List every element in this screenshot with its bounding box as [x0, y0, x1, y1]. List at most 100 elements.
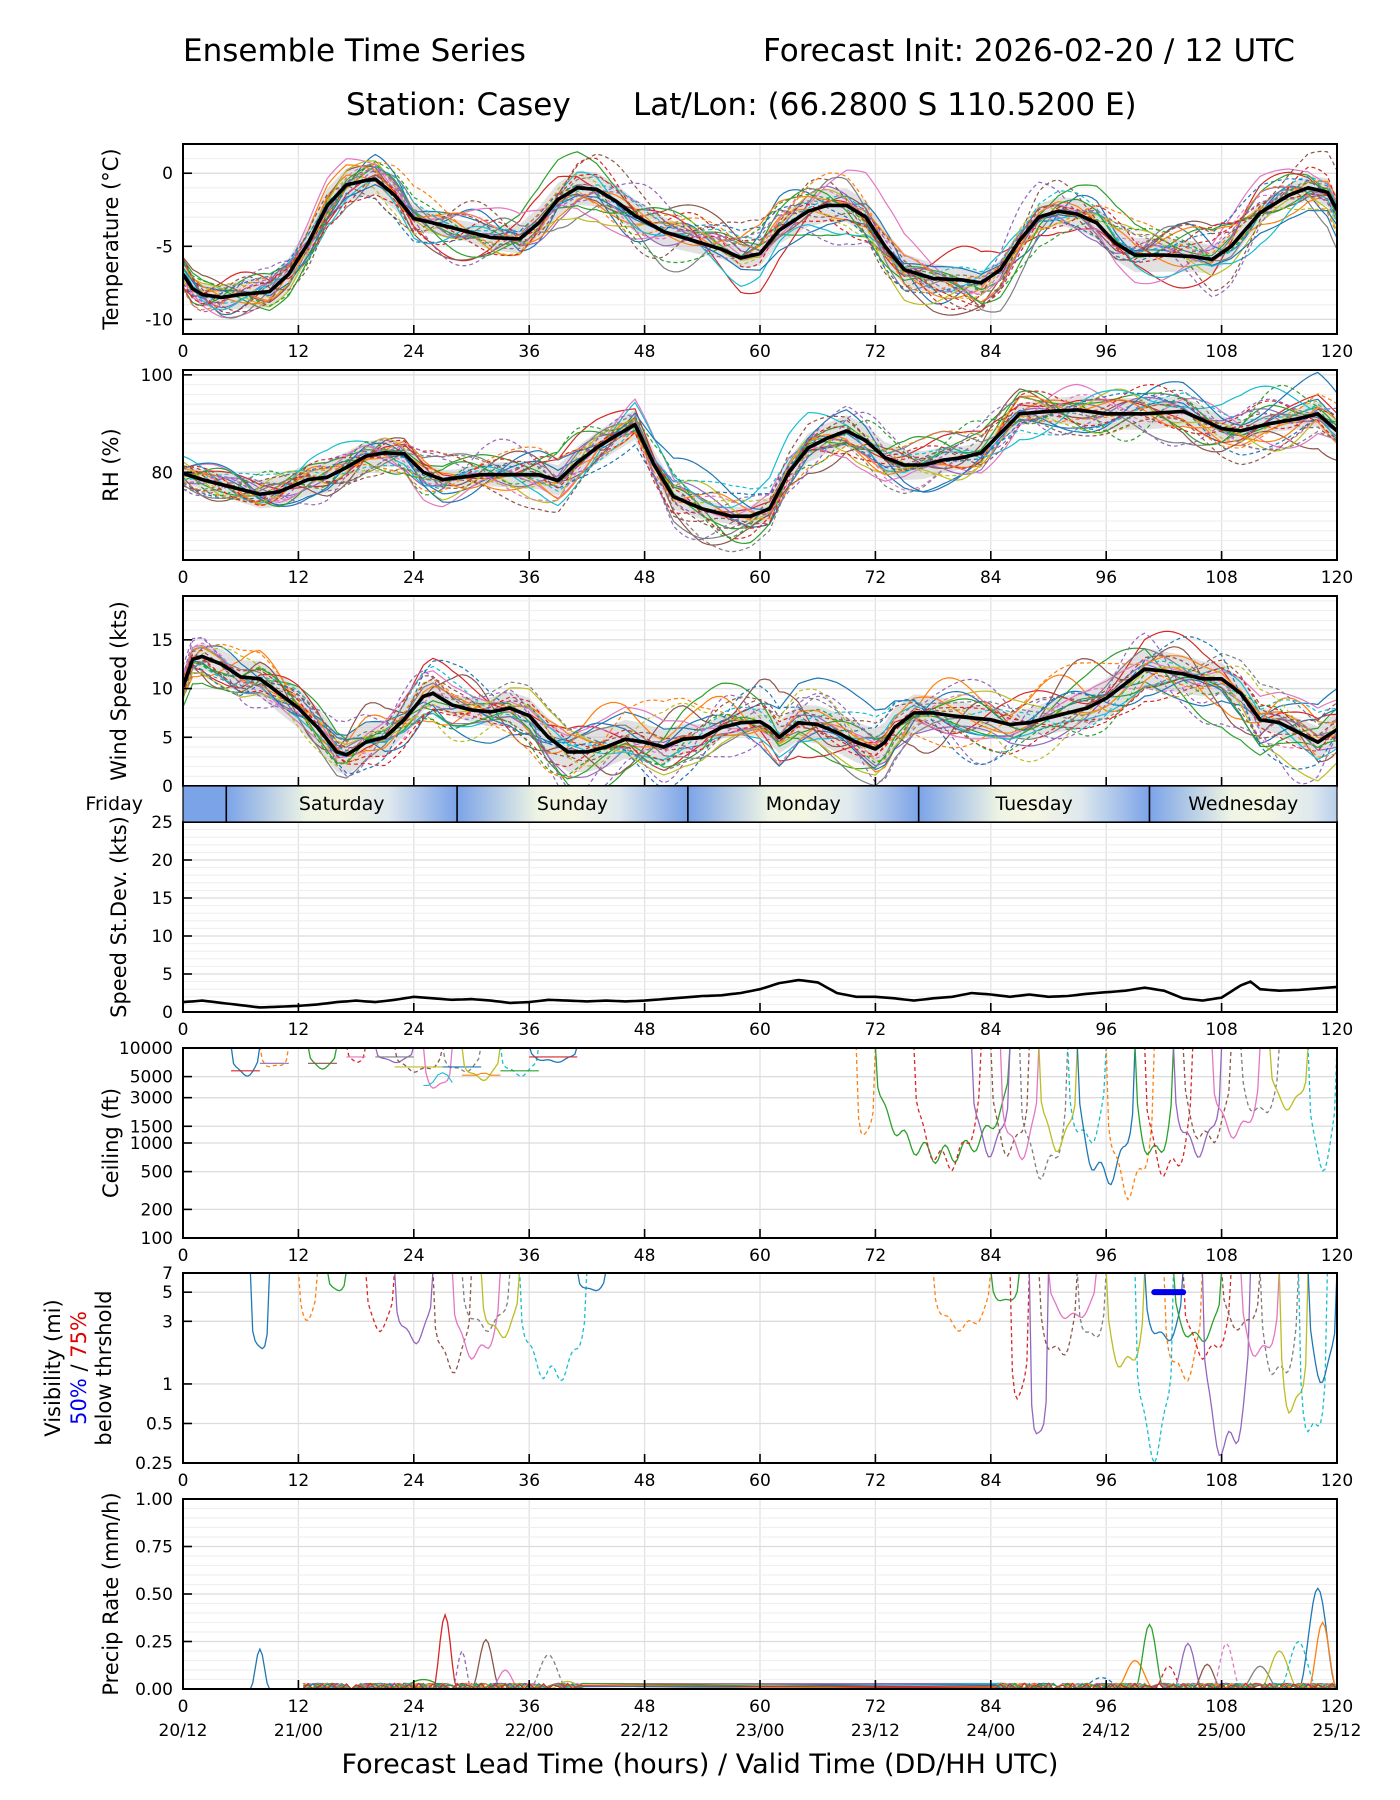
member-dip — [1182, 1273, 1232, 1361]
ceiling-plot — [230, 1048, 1337, 1201]
y-tick-label: 25 — [151, 813, 173, 833]
x-tick-label: 48 — [634, 1697, 656, 1717]
member-line — [183, 632, 1337, 786]
member-dip — [1259, 1273, 1300, 1376]
member-line — [1259, 1650, 1299, 1689]
member-line — [183, 166, 1337, 304]
station-latlon: Lat/Lon: (66.2800 S 110.5200 E) — [633, 87, 1137, 123]
member-line — [183, 392, 1337, 492]
visibility-label-line3: below thrshold — [92, 1290, 116, 1445]
member-line — [183, 403, 1337, 541]
y-tick-label: 10 — [151, 680, 173, 700]
member-dip — [432, 1273, 473, 1374]
x-tick-label: 108 — [1205, 1471, 1237, 1491]
member-dip — [1163, 1273, 1203, 1382]
member-line — [302, 1682, 1337, 1689]
x-tick-label: 84 — [980, 1246, 1002, 1266]
member-line — [1307, 1621, 1337, 1689]
member-dip — [1038, 1048, 1078, 1153]
valid-time-label: 22/00 — [505, 1721, 554, 1741]
valid-time-label: 24/12 — [1082, 1721, 1131, 1741]
y-tick-label: 200 — [141, 1200, 173, 1220]
member-dip — [519, 1273, 588, 1382]
y-tick-label: 100 — [141, 1229, 173, 1249]
member-line — [183, 661, 1337, 777]
day-label: Tuesday — [994, 793, 1072, 815]
x-tick-label: 48 — [634, 1020, 656, 1040]
y-tick-label: 1 — [162, 1375, 173, 1395]
day-band-frame — [182, 785, 1338, 823]
member-dip — [1028, 1273, 1050, 1435]
x-tick-label: 12 — [288, 568, 310, 588]
member-dip — [1009, 1273, 1030, 1401]
x-tick-label: 60 — [749, 1020, 771, 1040]
visibility-label-line1: Visibility (mi) — [41, 1299, 65, 1436]
x-tick-label: 96 — [1095, 1471, 1117, 1491]
y-tick-label: 3 — [162, 1312, 173, 1332]
y-tick-label: 15 — [151, 631, 173, 651]
ensemble-mean-line — [183, 408, 1337, 519]
member-line — [1192, 1663, 1222, 1689]
x-tick-label: 72 — [865, 1471, 887, 1491]
x-tick-label: 36 — [518, 1020, 540, 1040]
x-tick-label: 108 — [1205, 1020, 1237, 1040]
x-tick-label: 48 — [634, 342, 656, 362]
visibility-label-line2: 50% / 75% — [67, 1311, 91, 1425]
member-dip — [1076, 1273, 1107, 1339]
rh-plot — [183, 371, 1337, 553]
day-label-friday: Friday — [85, 793, 143, 815]
y-tick-label: 7 — [162, 1264, 173, 1284]
x-tick-label: 84 — [980, 1471, 1002, 1491]
rh-ylabel: RH (%) — [99, 428, 123, 501]
x-tick-label: 96 — [1095, 1020, 1117, 1040]
member-dip — [971, 1048, 1011, 1158]
x-tick-label: 48 — [634, 1246, 656, 1266]
x-tick-label: 48 — [634, 568, 656, 588]
member-dip — [1240, 1273, 1280, 1358]
x-tick-label: 60 — [749, 342, 771, 362]
member-dip — [855, 1048, 876, 1137]
member-line — [249, 1647, 271, 1689]
y-tick-label: 5 — [162, 1283, 173, 1303]
valid-time-label: 25/12 — [1313, 1721, 1362, 1741]
member-line — [183, 404, 1337, 525]
member-dip — [249, 1273, 271, 1350]
day-label: Sunday — [537, 793, 608, 815]
member-dip — [297, 1273, 319, 1322]
day-label: Wednesday — [1188, 793, 1298, 815]
stdev-line — [183, 978, 1337, 1009]
valid-time-label: 21/00 — [274, 1721, 323, 1741]
visibility-plot — [249, 1273, 1337, 1463]
wind-ylabel: Wind Speed (kts) — [107, 601, 131, 781]
member-line — [1240, 1665, 1280, 1689]
speed_std-ylabel: Speed St.Dev. (kts) — [107, 816, 131, 1018]
ensemble-mean-line — [183, 654, 1337, 757]
day-segment — [183, 786, 227, 822]
member-dip — [480, 1273, 521, 1339]
member-dip — [577, 1273, 607, 1292]
rh-panel: 100 80 0 12 24 36 48 60 72 84 96 108 120 RH (%) — [99, 366, 1353, 588]
valid-time-label: 21/12 — [389, 1721, 438, 1741]
x-tick-label: 24 — [403, 568, 425, 588]
x-tick-label: 24 — [403, 1471, 425, 1491]
x-tick-label: 24 — [403, 342, 425, 362]
y-tick-label: 5 — [162, 728, 173, 748]
member-line — [1115, 1659, 1155, 1689]
x-tick-label: 0 — [178, 1246, 189, 1266]
valid-time-label: 25/00 — [1197, 1721, 1246, 1741]
y-tick-label: 5000 — [130, 1068, 173, 1088]
x-tick-label: 120 — [1321, 568, 1353, 588]
precip-ylabel: Precip Rate (mm/h) — [99, 1492, 123, 1695]
member-line — [451, 1649, 473, 1689]
y-tick-label: 0.25 — [135, 1454, 173, 1474]
member-line — [1134, 1623, 1165, 1689]
x-tick-label: 0 — [178, 568, 189, 588]
member-dip — [1182, 1048, 1232, 1144]
member-dip — [1076, 1048, 1136, 1186]
valid-time-axis: 20/12 21/00 21/12 22/00 22/12 23/00 23/12 24/00… — [159, 1721, 1362, 1741]
ceiling-ylabel: Ceiling (ft) — [99, 1088, 123, 1198]
y-tick-label: 0 — [162, 164, 173, 184]
member-line — [183, 161, 1337, 307]
member-line — [183, 410, 1337, 529]
